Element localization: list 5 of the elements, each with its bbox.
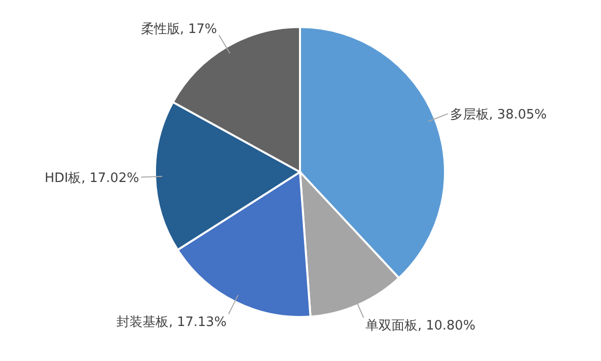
slice-label: 多层板, 38.05% (450, 108, 547, 123)
slice-label: 单双面板, 10.80% (366, 318, 476, 334)
slice-label: HDI板, 17.02% (44, 171, 140, 186)
slice-label: 柔性版, 17% (140, 22, 218, 38)
slice-label: 封装基板, 17.13% (116, 315, 227, 330)
